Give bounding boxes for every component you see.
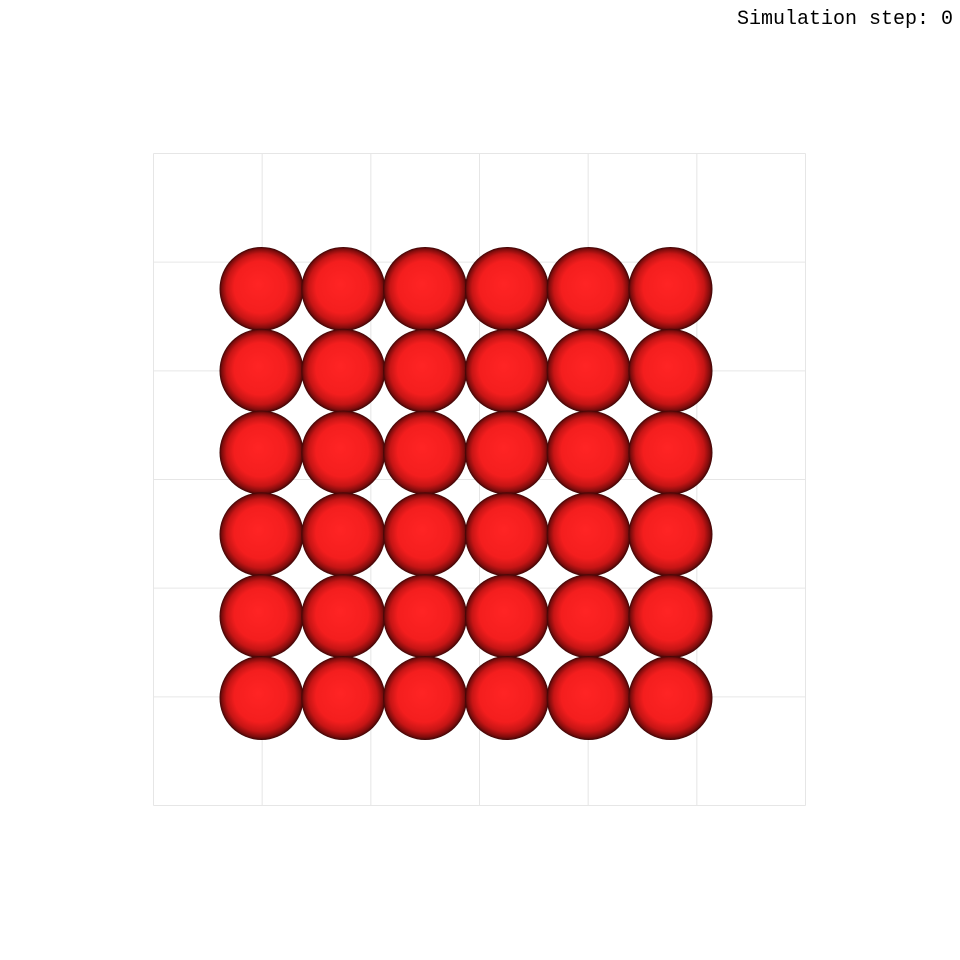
particle-sphere (628, 247, 713, 331)
particle-sphere (464, 247, 549, 331)
particle-sphere (383, 574, 468, 659)
particle-sphere (464, 410, 549, 495)
particle-sphere (628, 492, 713, 577)
particle-sphere (301, 328, 386, 413)
particle-sphere (219, 656, 304, 740)
particle-sphere (383, 410, 468, 495)
particle-sphere (219, 247, 304, 331)
particle-sphere (546, 492, 631, 577)
simulation-step-label: Simulation step: 0 (737, 8, 953, 32)
particle-sphere (301, 574, 386, 659)
particle-sphere (219, 574, 304, 659)
particle-sphere (219, 410, 304, 495)
simulation-step-prefix: Simulation step: (736, 8, 929, 31)
particle-sphere (628, 410, 713, 495)
particle-sphere (383, 247, 468, 331)
particle-sphere (628, 656, 713, 740)
particle-sphere (301, 410, 386, 495)
particle-sphere (301, 247, 386, 331)
particle-sphere (301, 656, 386, 740)
particle-sphere (383, 492, 468, 577)
particle-sphere (546, 247, 631, 331)
particle-sphere (546, 656, 631, 740)
particle-layer (219, 247, 713, 740)
particle-sphere (383, 656, 468, 740)
particle-sphere (546, 574, 631, 659)
particle-sphere (546, 410, 631, 495)
simulation-step-value: 0 (940, 8, 953, 31)
particle-sphere (383, 328, 468, 413)
particle-sphere (464, 328, 549, 413)
particle-sphere (464, 574, 549, 659)
particle-sphere (546, 328, 631, 413)
particle-sphere (464, 492, 549, 577)
particle-sphere (219, 328, 304, 413)
particle-sphere (628, 574, 713, 659)
particle-sphere (464, 656, 549, 740)
particle-sphere (301, 492, 386, 577)
particle-sphere (219, 492, 304, 577)
particle-sphere (628, 328, 713, 413)
